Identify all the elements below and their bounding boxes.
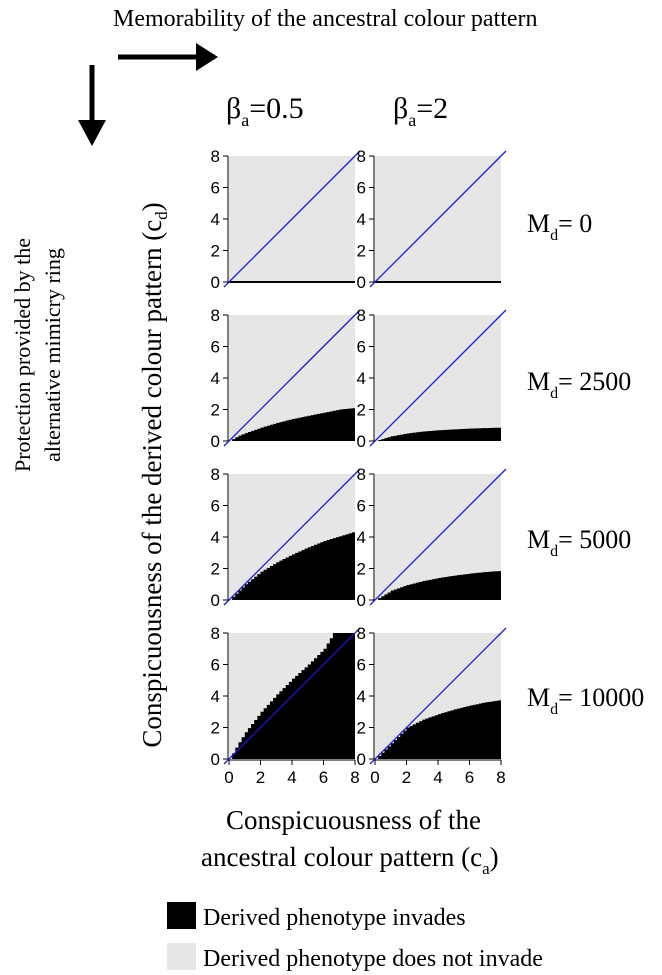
row-label-3: Md= 5000 [527,525,631,560]
panel-4-1-y-tick-label: 8 [211,624,220,643]
panel-3-1: 0 2 4 6 8 [211,465,360,610]
panel-2-2-y-tick-label: 8 [357,306,366,325]
left-arrow-label: Protection provided by the alternative m… [10,238,65,472]
column-header-2: βa=2 [393,92,448,130]
legend-swatch-not-invade [167,943,196,970]
panel-2-1: 0 2 4 6 8 [211,306,360,451]
panel-3-2-y-tick-label: 6 [357,497,366,516]
panel-4-2: 0 2 4 6 8 0 2 4 6 8 [357,624,506,787]
panel-4-1-x-tick-label: 2 [256,768,265,787]
panel-2-1-y-tick-label: 6 [211,338,220,357]
legend-swatch-invades [167,902,196,929]
panel-3-1-y-tick-label: 6 [211,497,220,516]
panel-4-1-x-tick-label: 4 [287,768,296,787]
legend-label-invades: Derived phenotype invades [203,905,466,931]
panel-2-2-y-tick-label: 2 [357,401,366,420]
panel-4-1: 0 2 4 6 8 0 2 4 6 8 [211,624,360,787]
top-arrow-label: Memorability of the ancestral colour pat… [113,6,538,32]
row-label-2: Md= 2500 [527,367,631,402]
panel-3-2-y-tick-label: 4 [357,528,366,547]
panel-4-2-y-tick-label: 2 [357,719,366,738]
panel-3-1-y-tick-label: 8 [211,465,220,484]
panel-1-1-y-tick-label: 2 [211,242,220,261]
left-arrow-head [78,120,106,146]
y-axis-label: Conspicuousness of the derived colour pa… [137,202,171,747]
panel-1-2-y-tick-label: 0 [357,273,366,292]
panel-4-2-x-tick-label: 8 [496,768,505,787]
panel-4-2-y-tick-label: 8 [357,624,366,643]
panel-2-1-y-tick-label: 0 [211,432,220,451]
panel-4-1-y-tick-label: 6 [211,656,220,675]
panel-4-2-x-tick-label: 4 [433,768,442,787]
panel-4-1-y-tick-label: 0 [211,750,220,769]
panel-2-2-y-tick-label: 6 [357,338,366,357]
svg-text:Conspicuousness of the derived: Conspicuousness of the derived colour pa… [137,202,171,747]
panel-1-1-y-tick-label: 0 [211,273,220,292]
panel-1-2-y-tick-label: 2 [357,242,366,261]
panel-4-2-y-tick-label: 4 [357,687,366,706]
panel-1-2-y-tick-label: 6 [357,179,366,198]
panel-4-2-x-tick-label: 0 [370,768,379,787]
panel-2-1-y-tick-label: 4 [211,369,220,388]
panel-4-1-x-tick-label: 6 [319,768,328,787]
legend-label-not-invade: Derived phenotype does not invade [203,946,543,972]
left-arrow-label-line1: Protection provided by the [10,238,35,472]
panel-3-1-y-tick-label: 0 [211,591,220,610]
panel-1-2: 0 2 4 6 8 [357,147,506,292]
panel-1-1: 0 2 4 6 8 [211,147,360,292]
column-header-1: βa=0.5 [226,92,304,130]
panel-2-2-y-tick-label: 0 [357,432,366,451]
panel-3-1-y-tick-label: 2 [211,560,220,579]
panel-4-1-y-tick-label: 4 [211,687,220,706]
panel-1-2-y-tick-label: 4 [357,210,366,229]
panel-4-2-x-tick-label: 2 [402,768,411,787]
panel-2-2: 0 2 4 6 8 [357,306,506,451]
panel-3-2-y-tick-label: 2 [357,560,366,579]
panel-1-1-y-tick-label: 8 [211,147,220,166]
top-arrow-head [196,43,218,71]
panel-2-2-y-tick-label: 4 [357,369,366,388]
row-label-4: Md= 10000 [527,683,644,718]
panel-4-2-y-tick-label: 6 [357,656,366,675]
panel-4-1-x-tick-label: 0 [224,768,233,787]
panel-3-1-y-tick-label: 4 [211,528,220,547]
panel-2-1-y-tick-label: 2 [211,401,220,420]
row-label-1: Md= 0 [527,209,592,244]
panel-1-1-y-tick-label: 4 [211,210,220,229]
left-arrow-label-line2: alternative mimicry ring [40,248,65,462]
panel-4-1-x-tick-label: 8 [350,768,359,787]
x-axis-label-line1: Conspicuousness of the [226,805,481,835]
panel-4-2-x-tick-label: 6 [465,768,474,787]
panel-3-2-y-tick-label: 8 [357,465,366,484]
panel-3-2: 0 2 4 6 8 [357,465,506,610]
panel-3-2-y-tick-label: 0 [357,591,366,610]
panel-4-1-y-tick-label: 2 [211,719,220,738]
panel-1-1-y-tick-label: 6 [211,179,220,198]
panel-4-2-y-tick-label: 0 [357,750,366,769]
panel-2-1-y-tick-label: 8 [211,306,220,325]
x-axis-label-line2: ancestral colour pattern (ca) [201,842,499,878]
panel-1-2-y-tick-label: 8 [357,147,366,166]
